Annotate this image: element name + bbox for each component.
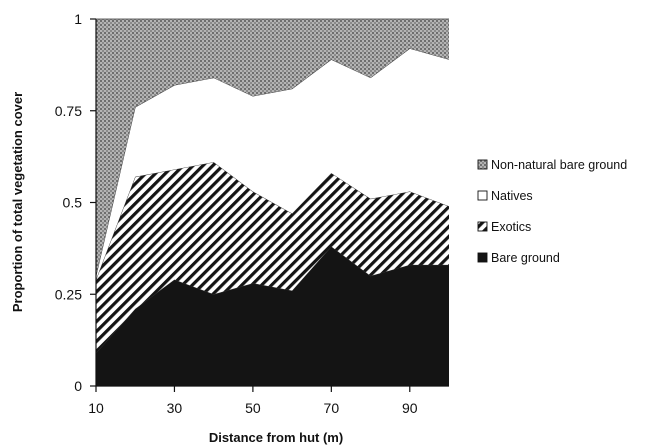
plot-areas — [95, 18, 450, 386]
y-tick-label: 0.75 — [55, 103, 82, 119]
area-non-natural-bare-ground — [96, 19, 449, 276]
legend-label-non-natural-bare-ground: Non-natural bare ground — [491, 158, 627, 172]
legend-label-bare-ground: Bare ground — [491, 251, 560, 265]
legend-swatch-bare-ground — [477, 252, 488, 263]
y-tick-label: 0.5 — [63, 195, 83, 211]
area-bare-ground — [96, 246, 449, 386]
boundary-natives — [95, 47, 450, 276]
x-tick-label: 90 — [402, 400, 418, 416]
legend-swatch-exotics — [477, 221, 488, 232]
legend-label-exotics: Exotics — [491, 220, 531, 234]
legend-swatch-natives — [477, 190, 488, 201]
x-axis-title: Distance from hut (m) — [209, 430, 343, 445]
area-exotics — [96, 162, 449, 353]
x-tick-label: 50 — [245, 400, 261, 416]
y-tick-label: 0.25 — [55, 286, 82, 302]
legend-label-natives: Natives — [491, 189, 533, 203]
x-tick-label: 30 — [167, 400, 183, 416]
legend-swatch-non-natural-bare-ground — [477, 159, 488, 170]
legend: Non-natural bare ground Natives Exotics Bar… — [477, 158, 627, 265]
y-tick-label: 1 — [74, 11, 82, 27]
y-tick-label: 0 — [74, 378, 82, 394]
y-axis-title: Proportion of total vegetation cover — [10, 92, 25, 312]
x-tick-label: 10 — [88, 400, 104, 416]
x-tick-label: 70 — [324, 400, 340, 416]
axes: 0 0.25 0.5 0.75 1 10 30 50 70 90 — [55, 11, 449, 416]
area-natives — [96, 48, 449, 280]
